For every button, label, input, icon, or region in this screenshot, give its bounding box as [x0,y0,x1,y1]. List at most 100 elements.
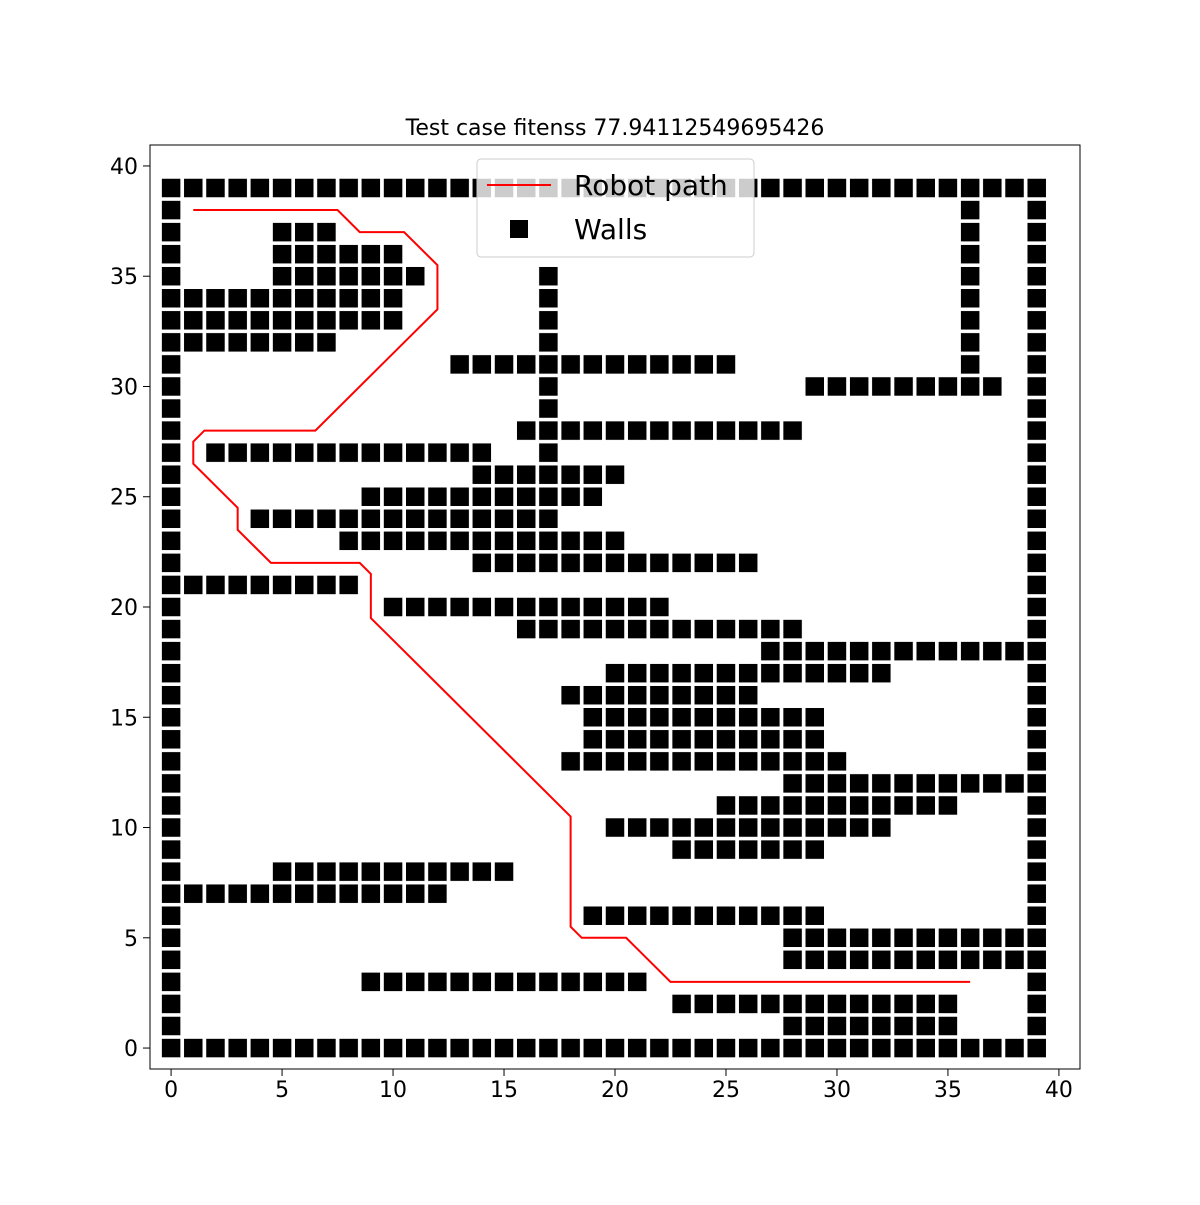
wall-marker [915,1016,936,1036]
wall-marker [1026,795,1047,816]
wall-marker [738,905,758,926]
wall-marker [738,663,758,683]
wall-marker [805,641,825,661]
wall-marker [893,376,914,397]
wall-marker [649,420,670,441]
wall-marker [915,795,936,816]
legend-label: Walls [574,213,647,246]
y-tick-label: 5 [124,927,138,952]
wall-marker [272,244,292,264]
wall-marker [716,839,736,860]
wall-marker [338,883,359,904]
wall-marker [782,928,803,948]
wall-marker [161,1038,181,1058]
wall-marker [272,1038,292,1058]
wall-marker [738,817,758,838]
wall-marker [1026,817,1047,838]
wall-marker [405,1038,425,1058]
wall-marker [272,266,292,286]
wall-marker [161,905,181,926]
wall-marker [782,420,803,441]
wall-marker [716,817,736,838]
wall-marker [272,883,292,904]
wall-marker [893,641,914,661]
wall-marker [472,531,492,551]
wall-marker [449,178,470,198]
wall-marker [805,928,825,948]
wall-marker [161,729,181,750]
wall-marker [383,310,403,331]
x-tick-label: 30 [823,1078,851,1103]
wall-marker [161,200,181,220]
wall-marker [338,266,359,286]
wall-marker [915,376,936,397]
wall-marker [1026,464,1047,485]
wall-marker [694,817,714,838]
wall-marker [272,178,292,198]
wall-marker [583,685,603,705]
wall-marker [849,817,869,838]
wall-marker [316,883,337,904]
wall-marker [161,795,181,816]
wall-marker [361,1038,381,1058]
wall-marker [449,861,470,882]
wall-marker [738,553,758,573]
wall-marker [405,509,425,529]
wall-marker [760,817,781,838]
wall-marker [782,619,803,639]
wall-marker [560,1038,581,1058]
wall-marker [938,795,958,816]
wall-marker [849,994,869,1014]
wall-marker [383,509,403,529]
wall-marker [183,332,204,353]
wall-marker [183,1038,204,1058]
wall-marker [782,178,803,198]
wall-marker [494,861,514,882]
wall-marker [449,354,470,375]
wall-marker [560,354,581,375]
wall-marker [1026,641,1047,661]
wall-marker [250,332,270,353]
wall-marker [516,420,536,441]
wall-marker [938,928,958,948]
wall-marker [871,1016,892,1036]
wall-marker [671,420,692,441]
wall-marker [538,486,559,507]
wall-marker [1004,928,1025,948]
wall-marker [294,1038,315,1058]
wall-marker [849,663,869,683]
wall-marker [738,685,758,705]
wall-marker [1026,420,1047,441]
wall-marker [338,288,359,309]
wall-marker [671,905,692,926]
wall-marker [1026,773,1047,794]
wall-marker [694,685,714,705]
wall-marker [161,883,181,904]
wall-marker [449,509,470,529]
wall-marker [716,729,736,750]
chart-title: Test case fitenss 77.94112549695426 [405,116,825,141]
wall-marker [805,905,825,926]
wall-marker [427,1038,448,1058]
wall-marker [915,1038,936,1058]
wall-marker [871,928,892,948]
wall-marker [671,707,692,728]
wall-marker [161,972,181,992]
wall-marker [583,619,603,639]
wall-marker [161,950,181,970]
wall-marker [161,1016,181,1036]
wall-marker [893,178,914,198]
wall-marker [738,994,758,1014]
wall-marker [1026,354,1047,375]
wall-marker [294,442,315,463]
wall-marker [361,883,381,904]
wall-marker [738,751,758,772]
wall-marker [627,354,647,375]
wall-marker [760,839,781,860]
wall-marker [805,795,825,816]
wall-marker [915,641,936,661]
legend-label: Robot path [574,169,728,202]
wall-marker [938,178,958,198]
wall-marker [250,310,270,331]
wall-marker [627,972,647,992]
